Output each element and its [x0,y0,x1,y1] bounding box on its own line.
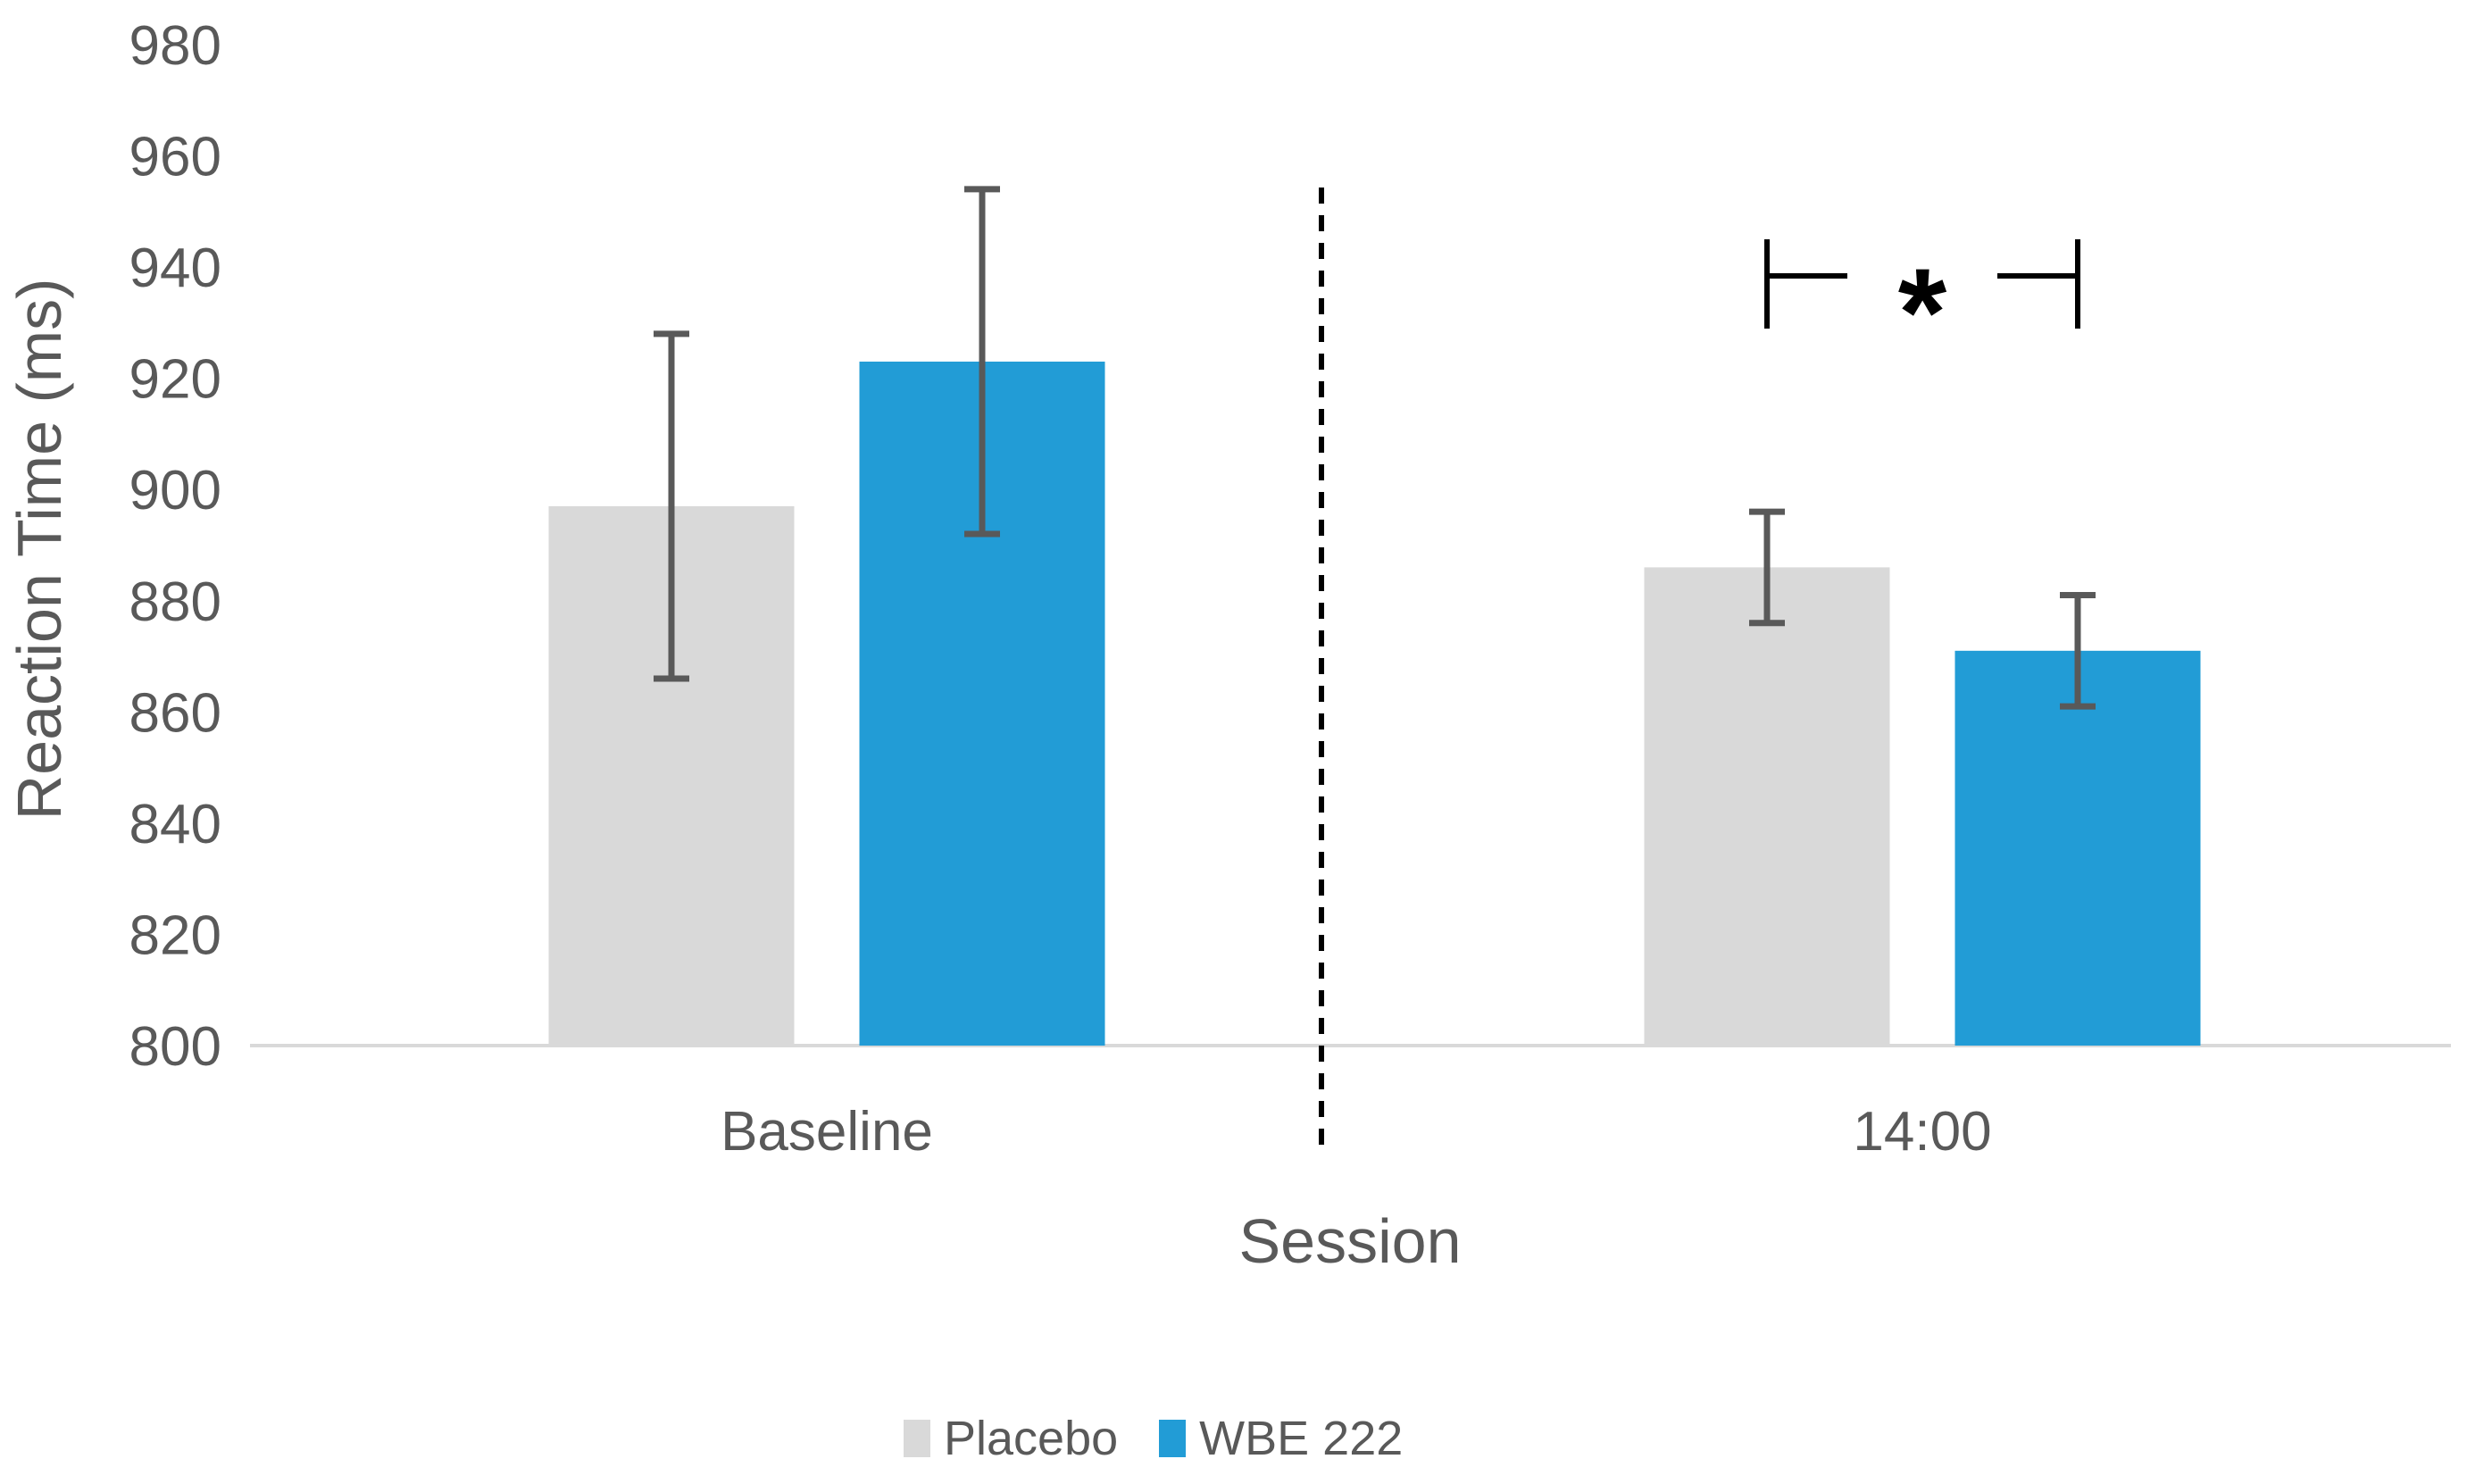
x-axis-title: Session [1238,1206,1462,1276]
y-tick-label-840: 840 [129,794,221,855]
y-tick-label-800: 800 [129,1016,221,1078]
y-tick-label-920: 920 [129,349,221,411]
legend-swatch-wbe-222-icon [1159,1420,1187,1457]
y-tick-label-880: 880 [129,571,221,633]
y-tick-label-960: 960 [129,127,221,188]
y-tick-label-940: 940 [129,238,221,299]
bar-wbe-222-14-00 [1954,650,2201,1046]
y-tick-label-900: 900 [129,460,221,521]
x-tick-label-1400: 14:00 [1853,1101,1992,1163]
x-tick-label-baseline: Baseline [721,1101,933,1163]
legend-label-wbe-222: WBE 222 [1199,1412,1404,1465]
bar-placebo-14-00 [1644,567,1890,1046]
legend-item-placebo: Placebo [904,1411,1118,1466]
y-tick-label-860: 860 [129,682,221,744]
y-tick-label-820: 820 [129,905,221,966]
legend-swatch-placebo-icon [904,1420,930,1457]
y-axis-title: Reaction Time (ms) [4,278,74,821]
significance-asterisk: * [1898,242,1947,382]
legend-label-placebo: Placebo [944,1412,1119,1465]
y-tick-label-980: 980 [129,15,221,77]
legend: Placebo WBE 222 [904,1411,1403,1466]
legend-item-wbe-222: WBE 222 [1159,1411,1403,1466]
